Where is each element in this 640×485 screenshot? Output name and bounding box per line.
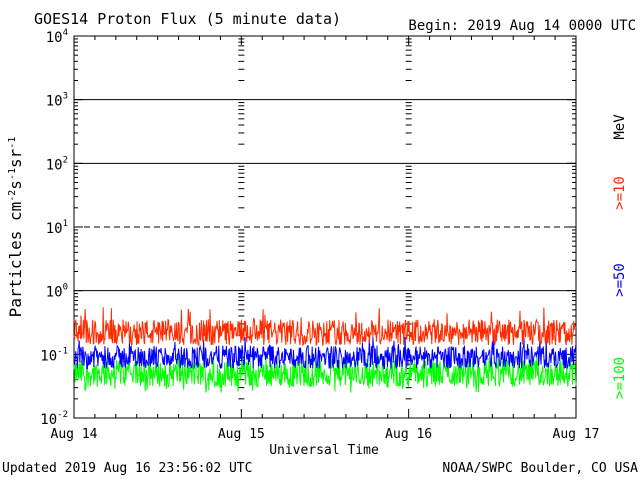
series-line xyxy=(73,335,577,370)
begin-time-label: Begin: 2019 Aug 14 0000 UTC xyxy=(408,18,636,34)
y-tick-label: 10-2 xyxy=(40,410,68,428)
series-line xyxy=(73,354,577,393)
x-tick-label: Aug 16 xyxy=(385,427,432,442)
x-tick-label: Aug 15 xyxy=(218,427,265,442)
y-tick-label: 101 xyxy=(46,219,68,237)
x-tick-label: Aug 17 xyxy=(553,427,600,442)
y-tick-label: 103 xyxy=(46,92,68,110)
y-tick-label: 104 xyxy=(46,28,68,46)
updated-timestamp: Updated 2019 Aug 16 23:56:02 UTC xyxy=(2,461,252,476)
x-axis-labels: Aug 14 Aug 15 Aug 16 Aug 17 xyxy=(51,427,600,442)
credit-label: NOAA/SWPC Boulder, CO USA xyxy=(442,461,638,476)
legend-ge100: >=100 xyxy=(612,357,628,399)
legend-ge50: >=50 xyxy=(612,263,628,297)
reference-lines xyxy=(74,99,576,292)
y-tick-label: 10-1 xyxy=(40,346,68,364)
y-axis-ticks: 10-2 10-1 100 101 102 103 104 xyxy=(40,28,576,428)
x-tick-label: Aug 14 xyxy=(51,427,98,442)
unit-label: MeV xyxy=(612,114,628,140)
y-axis-label: Particles cm-2s-1sr-1 xyxy=(6,137,25,318)
y-tick-label: 100 xyxy=(46,283,68,301)
chart-title: GOES14 Proton Flux (5 minute data) xyxy=(34,10,341,28)
series-lines xyxy=(73,307,577,393)
legend-ge10: >=10 xyxy=(612,176,628,210)
series-line xyxy=(73,307,577,347)
y-tick-label: 102 xyxy=(46,155,68,173)
x-axis-label: Universal Time xyxy=(269,443,379,458)
